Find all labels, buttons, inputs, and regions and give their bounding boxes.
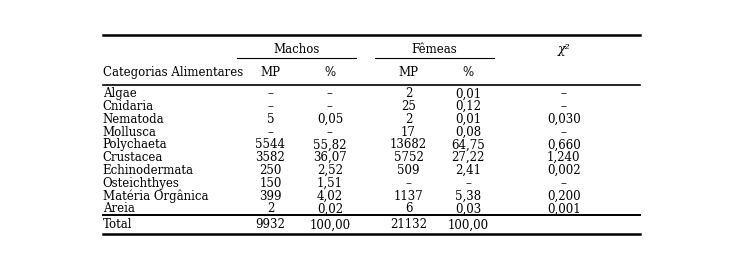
Text: –: – (561, 87, 566, 100)
Text: 0,01: 0,01 (455, 113, 481, 125)
Text: Mollusca: Mollusca (102, 125, 156, 138)
Text: –: – (267, 87, 274, 100)
Text: –: – (327, 100, 333, 113)
Text: 2,41: 2,41 (455, 163, 481, 176)
Text: Fêmeas: Fêmeas (412, 43, 458, 56)
Text: 55,82: 55,82 (313, 138, 347, 151)
Text: 1137: 1137 (393, 189, 423, 202)
Text: MP: MP (261, 66, 280, 79)
Text: 0,12: 0,12 (455, 100, 481, 113)
Text: %: % (324, 66, 336, 79)
Text: 27,22: 27,22 (451, 151, 485, 164)
Text: 2: 2 (266, 201, 274, 214)
Text: 0,01: 0,01 (455, 87, 481, 100)
Text: Machos: Machos (274, 43, 320, 56)
Text: Osteichthyes: Osteichthyes (102, 176, 180, 189)
Text: 4,02: 4,02 (317, 189, 343, 202)
Text: 17: 17 (401, 125, 416, 138)
Text: Areia: Areia (102, 201, 134, 214)
Text: –: – (267, 125, 274, 138)
Text: –: – (561, 100, 566, 113)
Text: –: – (267, 100, 274, 113)
Text: Nematoda: Nematoda (102, 113, 164, 125)
Text: Polychaeta: Polychaeta (102, 138, 167, 151)
Text: 399: 399 (259, 189, 282, 202)
Text: 100,00: 100,00 (310, 218, 350, 231)
Text: %: % (462, 66, 474, 79)
Text: –: – (561, 125, 566, 138)
Text: 0,001: 0,001 (547, 201, 580, 214)
Text: Echinodermata: Echinodermata (102, 163, 193, 176)
Text: Categorias Alimentares: Categorias Alimentares (102, 66, 243, 79)
Text: Total: Total (102, 218, 132, 231)
Text: 1,51: 1,51 (317, 176, 343, 189)
Text: 2,52: 2,52 (317, 163, 343, 176)
Text: 0,02: 0,02 (317, 201, 343, 214)
Text: –: – (406, 176, 412, 189)
Text: 0,200: 0,200 (547, 189, 580, 202)
Text: 0,030: 0,030 (547, 113, 580, 125)
Text: 5544: 5544 (255, 138, 285, 151)
Text: χ²: χ² (557, 43, 570, 56)
Text: 21132: 21132 (390, 218, 427, 231)
Text: 0,660: 0,660 (547, 138, 580, 151)
Text: 5: 5 (266, 113, 274, 125)
Text: –: – (327, 125, 333, 138)
Text: Matéria Orgânica: Matéria Orgânica (102, 188, 208, 202)
Text: 1,240: 1,240 (547, 151, 580, 164)
Text: –: – (465, 176, 471, 189)
Text: 2: 2 (405, 113, 412, 125)
Text: 5752: 5752 (393, 151, 423, 164)
Text: 9932: 9932 (255, 218, 285, 231)
Text: MP: MP (399, 66, 418, 79)
Text: Cnidaria: Cnidaria (102, 100, 154, 113)
Text: 509: 509 (397, 163, 420, 176)
Text: 25: 25 (401, 100, 416, 113)
Text: 64,75: 64,75 (451, 138, 485, 151)
Text: 0,03: 0,03 (455, 201, 481, 214)
Text: 6: 6 (404, 201, 412, 214)
Text: 5,38: 5,38 (455, 189, 481, 202)
Text: 250: 250 (259, 163, 282, 176)
Text: –: – (327, 87, 333, 100)
Text: 100,00: 100,00 (447, 218, 488, 231)
Text: 150: 150 (259, 176, 282, 189)
Text: Algae: Algae (102, 87, 137, 100)
Text: 36,07: 36,07 (313, 151, 347, 164)
Text: 3582: 3582 (255, 151, 285, 164)
Text: –: – (561, 176, 566, 189)
Text: Crustacea: Crustacea (102, 151, 163, 164)
Text: 0,05: 0,05 (317, 113, 343, 125)
Text: 0,08: 0,08 (455, 125, 481, 138)
Text: 13682: 13682 (390, 138, 427, 151)
Text: 2: 2 (405, 87, 412, 100)
Text: 0,002: 0,002 (547, 163, 580, 176)
